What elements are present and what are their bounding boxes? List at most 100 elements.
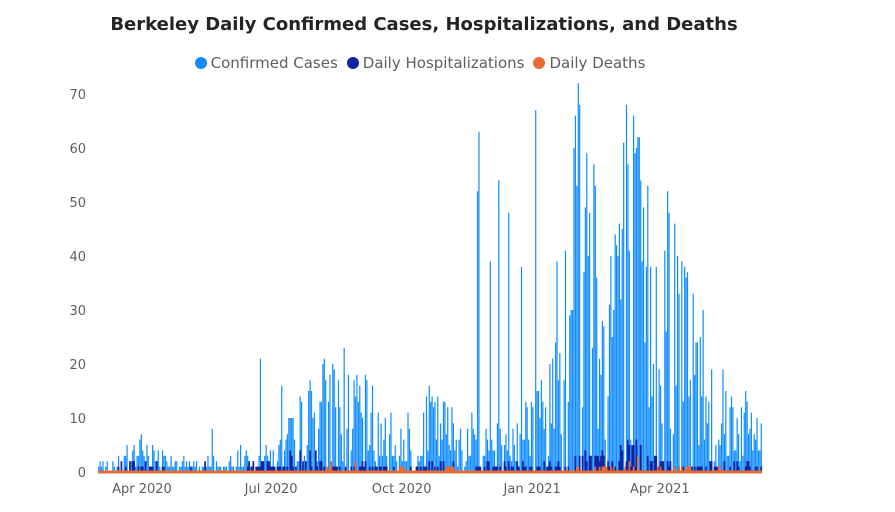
daily-hospitalizations-bar[interactable] [744,466,747,472]
daily-hospitalizations-bar[interactable] [353,466,355,472]
confirmed-cases-bar[interactable] [153,450,155,472]
confirmed-cases-bar[interactable] [557,380,560,472]
confirmed-cases-bar[interactable] [601,320,603,472]
daily-hospitalizations-bar[interactable] [384,466,387,472]
daily-hospitalizations-bar[interactable] [522,461,524,472]
confirmed-cases-bar[interactable] [532,407,534,472]
confirmed-cases-bar[interactable] [579,104,581,473]
confirmed-cases-bar[interactable] [339,407,341,472]
confirmed-cases-bar[interactable] [688,396,690,472]
daily-hospitalizations-bar[interactable] [693,466,696,472]
confirmed-cases-bar[interactable] [729,407,731,472]
confirmed-cases-bar[interactable] [343,347,345,472]
confirmed-cases-bar[interactable] [170,455,172,472]
confirmed-cases-bar[interactable] [278,445,280,472]
confirmed-cases-bar[interactable] [651,396,653,472]
daily-hospitalizations-bar[interactable] [333,466,336,472]
confirmed-cases-bar[interactable] [508,212,510,473]
confirmed-cases-bar[interactable] [571,310,574,472]
confirmed-cases-bar[interactable] [201,466,203,472]
confirmed-cases-bar[interactable] [725,391,727,472]
daily-hospitalizations-bar[interactable] [669,461,672,472]
confirmed-cases-bar[interactable] [198,466,201,472]
confirmed-cases-bar[interactable] [283,450,286,472]
daily-hospitalizations-bar[interactable] [302,461,304,472]
confirmed-cases-bar[interactable] [550,423,552,472]
daily-hospitalizations-bar[interactable] [516,461,519,472]
confirmed-cases-bar[interactable] [196,461,198,472]
daily-hospitalizations-bar[interactable] [363,466,365,472]
daily-hospitalizations-bar[interactable] [682,466,685,472]
confirmed-cases-bar[interactable] [747,434,750,472]
daily-hospitalizations-bar[interactable] [499,466,502,472]
confirmed-cases-bar[interactable] [136,455,138,472]
confirmed-cases-bar[interactable] [347,374,350,472]
confirmed-cases-bar[interactable] [369,445,371,472]
confirmed-cases-bar[interactable] [421,455,423,472]
confirmed-cases-bar[interactable] [589,212,591,473]
confirmed-cases-bar[interactable] [133,445,135,472]
daily-hospitalizations-bar[interactable] [550,466,553,472]
daily-hospitalizations-bar[interactable] [556,466,558,472]
confirmed-cases-bar[interactable] [665,331,667,472]
confirmed-cases-bar[interactable] [520,266,523,472]
confirmed-cases-bar[interactable] [750,412,752,472]
confirmed-cases-bar[interactable] [454,450,456,472]
daily-hospitalizations-bar[interactable] [754,466,757,472]
daily-hospitalizations-bar[interactable] [634,466,636,472]
daily-hospitalizations-bar[interactable] [710,461,713,472]
confirmed-cases-bar[interactable] [408,428,411,472]
confirmed-cases-bar[interactable] [617,256,619,472]
confirmed-cases-bar[interactable] [186,461,188,472]
daily-deaths-bar[interactable] [673,466,676,472]
daily-hospitalizations-bar[interactable] [255,466,258,472]
daily-deaths-bar[interactable] [598,466,601,472]
daily-hospitalizations-bar[interactable] [760,466,763,472]
confirmed-cases-bar[interactable] [545,407,547,472]
confirmed-cases-bar[interactable] [540,380,542,472]
confirmed-cases-bar[interactable] [417,455,419,472]
daily-hospitalizations-bar[interactable] [378,466,381,472]
daily-hospitalizations-bar[interactable] [654,455,656,472]
confirmed-cases-bar[interactable] [593,164,595,472]
confirmed-cases-bar[interactable] [364,374,367,472]
confirmed-cases-bar[interactable] [181,461,184,472]
confirmed-cases-bar[interactable] [188,461,191,472]
daily-hospitalizations-bar[interactable] [431,461,433,472]
daily-hospitalizations-bar[interactable] [698,466,700,472]
confirmed-cases-bar[interactable] [425,396,428,472]
confirmed-cases-bar[interactable] [335,407,337,472]
confirmed-cases-bar[interactable] [737,434,740,472]
confirmed-cases-bar[interactable] [743,412,745,472]
confirmed-cases-bar[interactable] [398,455,401,472]
confirmed-cases-bar[interactable] [608,304,611,472]
daily-hospitalizations-bar[interactable] [649,461,652,472]
confirmed-cases-bar[interactable] [407,412,409,472]
confirmed-cases-bar[interactable] [641,261,643,472]
confirmed-cases-bar[interactable] [621,229,623,472]
confirmed-cases-bar[interactable] [437,396,439,472]
daily-hospitalizations-bar[interactable] [736,461,739,472]
daily-deaths-bar[interactable] [451,466,453,472]
confirmed-cases-bar[interactable] [393,455,395,472]
confirmed-cases-bar[interactable] [740,407,743,472]
confirmed-cases-bar[interactable] [423,412,425,472]
confirmed-cases-bar[interactable] [232,466,235,472]
confirmed-cases-bar[interactable] [242,466,245,472]
confirmed-cases-bar[interactable] [577,83,579,472]
confirmed-cases-bar[interactable] [596,277,598,472]
confirmed-cases-bar[interactable] [183,455,185,472]
daily-hospitalizations-bar[interactable] [537,466,540,472]
confirmed-cases-bar[interactable] [684,266,686,472]
daily-hospitalizations-bar[interactable] [272,466,275,472]
daily-deaths-bar[interactable] [612,466,615,472]
confirmed-cases-bar[interactable] [598,358,601,472]
confirmed-cases-bar[interactable] [607,396,609,472]
daily-deaths-bar[interactable] [398,466,401,472]
confirmed-cases-bar[interactable] [604,439,606,472]
confirmed-cases-bar[interactable] [732,407,734,472]
daily-hospitalizations-bar[interactable] [344,466,347,472]
daily-hospitalizations-bar[interactable] [495,466,497,472]
confirmed-cases-bar[interactable] [535,110,537,472]
daily-hospitalizations-bar[interactable] [651,461,653,472]
